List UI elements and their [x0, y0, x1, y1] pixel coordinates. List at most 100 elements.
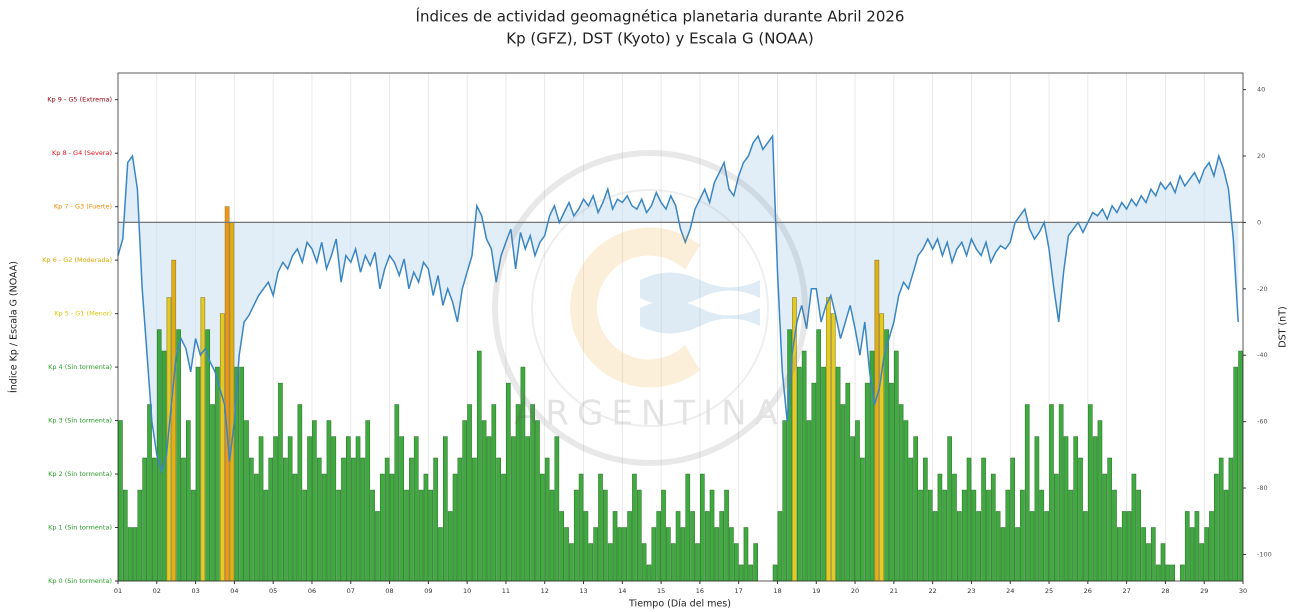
kp-bar	[617, 527, 623, 582]
kp-bar	[118, 420, 123, 582]
kp-bar	[632, 473, 637, 582]
kp-bar	[845, 382, 851, 582]
kp-bar	[1180, 564, 1185, 582]
kp-bar	[1184, 511, 1190, 582]
kp-bar	[210, 404, 215, 582]
y2-tick-label: 40	[1257, 86, 1265, 94]
kp-bar	[976, 511, 982, 582]
kp-bar	[772, 564, 778, 582]
kp-bar	[961, 489, 967, 582]
x-tick-label: 06	[308, 587, 316, 595]
kp-bar	[971, 489, 977, 582]
kp-bar	[995, 511, 1001, 582]
kp-bar	[923, 457, 928, 582]
kp-bar	[365, 420, 371, 582]
kp-bar	[147, 404, 152, 582]
kp-bar	[409, 457, 414, 582]
kp-bar	[913, 436, 919, 582]
x-tick-label: 07	[347, 587, 355, 595]
x-tick-label: 25	[1045, 587, 1053, 595]
kp-bar	[263, 489, 269, 582]
kp-bar	[1102, 473, 1108, 582]
kp-bar	[675, 511, 681, 582]
kp-bar	[316, 457, 322, 582]
kp-bar	[142, 457, 147, 582]
kp-bar	[889, 382, 894, 582]
kp-bar	[603, 489, 608, 582]
kp-bar	[472, 457, 477, 582]
kp-bar	[966, 457, 972, 582]
kp-bar	[268, 457, 274, 582]
kp-bar	[811, 382, 817, 582]
kp-bar	[341, 457, 346, 582]
kp-bar	[947, 436, 952, 582]
kp-bar	[821, 366, 826, 582]
kp-bar	[583, 511, 589, 582]
kp-bar	[292, 473, 298, 582]
kp-bar	[990, 473, 996, 582]
kp-bar	[1146, 543, 1151, 582]
plot-layer	[115, 72, 1246, 584]
kp-bar	[695, 543, 700, 582]
kp-bar	[952, 473, 957, 582]
x-tick-label: 21	[890, 587, 898, 595]
kp-bar	[864, 382, 870, 582]
kp-bar	[908, 457, 914, 582]
kp-bar	[302, 489, 308, 582]
kp-bar	[840, 404, 846, 582]
kp-bar	[826, 297, 831, 582]
kp-bar	[229, 222, 235, 582]
kp-bar	[1000, 527, 1006, 582]
kp-bar	[1121, 511, 1127, 582]
x-tick-label: 29	[1200, 587, 1208, 595]
kp-bar	[307, 436, 312, 582]
kp-bar	[496, 457, 501, 582]
x-tick-label: 17	[735, 587, 743, 595]
kp-bar	[942, 489, 948, 582]
kp-bar	[1087, 404, 1093, 582]
y-tick-label: Kp 6 - G2 (Moderada)	[42, 256, 112, 264]
y2-tick-label: -40	[1257, 351, 1268, 359]
kp-bar	[1034, 436, 1040, 582]
kp-bar	[918, 489, 923, 582]
kp-bar	[554, 436, 560, 582]
kp-bar	[200, 297, 206, 582]
y2-axis-label: DST (nT)	[1278, 306, 1289, 347]
kp-bar	[607, 543, 613, 582]
y-tick-label: Kp 8 - G4 (Severa)	[52, 149, 112, 157]
kp-bar	[1029, 511, 1035, 582]
kp-bar	[1005, 489, 1011, 582]
chart-title: Índices de actividad geomagnética planet…	[416, 7, 905, 26]
kp-bar	[457, 457, 463, 582]
kp-bar	[816, 329, 822, 582]
kp-bar	[171, 259, 177, 582]
kp-bar	[1020, 489, 1025, 582]
kp-bar	[1053, 473, 1059, 582]
kp-bar	[476, 350, 482, 582]
x-tick-label: 18	[773, 587, 781, 595]
kp-bar	[937, 473, 943, 582]
kp-bar	[719, 511, 725, 582]
kp-bar	[181, 457, 186, 582]
kp-bar	[1214, 473, 1219, 582]
kp-bar	[491, 404, 497, 582]
kp-bar	[278, 382, 283, 582]
kp-bar	[355, 436, 361, 582]
kp-bar	[932, 511, 938, 582]
kp-bar	[884, 329, 889, 582]
kp-bar	[525, 436, 531, 582]
kp-bar	[418, 489, 424, 582]
x-tick-label: 23	[967, 587, 975, 595]
kp-bar	[855, 420, 860, 582]
kp-bar	[287, 436, 293, 582]
kp-bar	[1209, 511, 1214, 582]
kp-bar	[297, 404, 303, 582]
kp-bar	[588, 543, 594, 582]
kp-bar	[433, 457, 438, 582]
kp-bar	[1068, 489, 1074, 582]
kp-bar	[1150, 527, 1156, 582]
kp-bar	[346, 436, 351, 582]
kp-bar	[176, 329, 181, 582]
kp-bar	[1058, 404, 1064, 582]
